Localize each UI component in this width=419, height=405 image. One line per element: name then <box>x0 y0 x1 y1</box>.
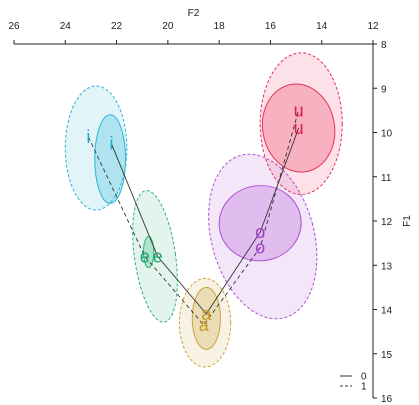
ellipse-u-group-0 <box>261 83 336 173</box>
x-tick-label: 18 <box>214 21 226 32</box>
vowel-label-o-group-1: o <box>255 238 265 258</box>
x-axis-title: F2 <box>188 8 200 19</box>
legend-label-1: 1 <box>361 382 367 393</box>
y-axis-title: F1 <box>402 215 413 227</box>
vowel-label-u-group-1: u <box>294 100 304 120</box>
x-tick-label: 22 <box>111 21 123 32</box>
y-tick-label: 13 <box>381 261 393 272</box>
vowel-label-a-group-1: a <box>199 315 210 335</box>
vowel-label-e-group-0: e <box>153 246 163 266</box>
series-line-1 <box>87 110 300 326</box>
x-tick-label: 14 <box>316 21 328 32</box>
ellipse-i-group-0 <box>94 114 127 204</box>
ellipse-i-group-1 <box>64 85 128 211</box>
y-tick-label: 16 <box>381 394 393 405</box>
connecting-lines-layer <box>87 110 300 326</box>
y-tick-label: 9 <box>381 84 387 95</box>
x-tick-label: 20 <box>162 21 174 32</box>
axes-layer: 26 24 22 20 18 16 14 12 8 9 10 11 12 13 14 15 16 F2 F1 <box>8 8 413 405</box>
vowel-label-o-group-0: o <box>255 222 265 242</box>
vowel-label-i-group-1: i <box>86 127 90 147</box>
y-axis-ticks: 8 9 10 11 12 13 14 15 16 <box>373 40 393 405</box>
x-tick-label: 26 <box>8 21 20 32</box>
vowel-label-u-group-0: u <box>294 118 304 138</box>
vowel-label-layer: i e a o u i e a o u <box>86 100 303 335</box>
vowel-label-a-group-0: a <box>201 304 212 324</box>
y-tick-label: 15 <box>381 350 393 361</box>
legend: 01 <box>340 372 367 393</box>
series-line-0 <box>110 127 300 315</box>
y-tick-label: 8 <box>381 40 387 51</box>
legend-label-0: 0 <box>361 372 367 383</box>
y-tick-label: 12 <box>381 217 393 228</box>
x-tick-label: 24 <box>60 21 72 32</box>
vowel-label-e-group-1: e <box>140 246 150 266</box>
x-axis-ticks: 26 24 22 20 18 16 14 12 <box>8 21 379 44</box>
ellipse-e-group-0 <box>142 235 155 268</box>
ellipse-o-group-0 <box>218 185 302 262</box>
vowel-label-i-group-0: i <box>109 134 113 154</box>
y-tick-label: 14 <box>381 306 393 317</box>
y-tick-label: 10 <box>381 129 393 140</box>
x-tick-label: 12 <box>367 21 379 32</box>
ellipse-o-group-1 <box>208 153 318 320</box>
y-tick-label: 11 <box>381 173 392 184</box>
x-tick-label: 16 <box>265 21 277 32</box>
